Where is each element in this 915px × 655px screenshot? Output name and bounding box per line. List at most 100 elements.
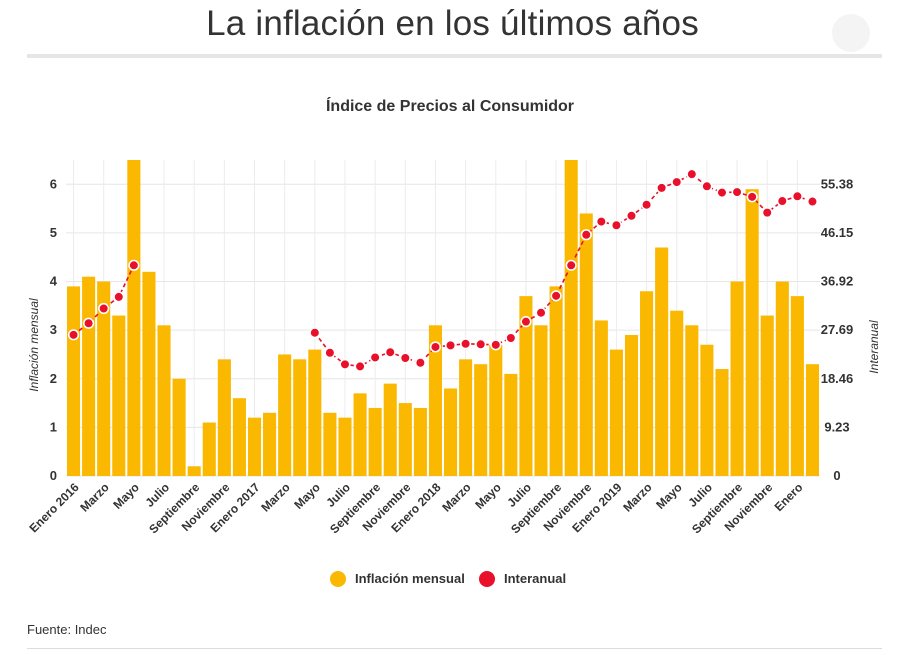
bar — [82, 276, 96, 476]
legend-item-mensual[interactable]: Inflación mensual — [330, 571, 465, 587]
inflation-chart: Índice de Precios al Consumidor 0123456 … — [26, 96, 881, 587]
interanual-point — [490, 339, 502, 351]
interanual-line-segment — [73, 264, 135, 336]
bar — [413, 407, 427, 476]
interanual-point — [83, 317, 95, 329]
chart-title: Índice de Precios al Consumidor — [326, 96, 574, 115]
bar — [730, 281, 744, 476]
right-tick-label: 55.38 — [821, 176, 854, 191]
left-axis-ticks: 0 1 2 3 4 5 6 — [50, 176, 58, 483]
left-tick-label: 5 — [50, 225, 57, 240]
left-tick-label: 2 — [50, 371, 57, 386]
bar — [745, 189, 759, 476]
interanual-point — [384, 346, 396, 358]
x-tick-label: Mayo — [110, 480, 142, 512]
legend-marker-mensual — [330, 571, 346, 587]
x-tick-label: Marzo — [77, 480, 111, 514]
bar — [670, 310, 684, 476]
bar — [263, 412, 277, 476]
bar — [760, 315, 774, 476]
bar — [127, 160, 141, 476]
interanual-point — [806, 195, 819, 208]
right-tick-label: 36.92 — [821, 274, 854, 289]
interanual-point — [520, 316, 532, 328]
interanual-point — [369, 351, 381, 364]
footer-divider — [27, 648, 882, 649]
bar — [489, 344, 503, 476]
interanual-point — [671, 176, 683, 188]
bar-series — [67, 160, 819, 476]
bar — [217, 359, 231, 476]
bar — [323, 412, 337, 476]
interanual-point — [686, 168, 698, 180]
interanual-point — [67, 329, 80, 341]
bar — [383, 383, 397, 476]
interanual-point — [731, 186, 743, 198]
interanual-point — [429, 341, 442, 353]
bar — [338, 417, 352, 476]
bar — [398, 403, 412, 476]
bar — [112, 315, 126, 476]
bar — [232, 398, 246, 476]
x-tick-label: Marzo — [258, 480, 292, 514]
legend-marker-interanual — [479, 571, 495, 587]
right-tick-label: 27.69 — [821, 322, 854, 337]
corner-button[interactable] — [832, 14, 870, 52]
source-note: Fuente: Indec — [27, 622, 107, 637]
bar — [308, 349, 322, 476]
interanual-point — [444, 339, 457, 351]
interanual-point — [791, 190, 803, 202]
interanual-point — [701, 180, 713, 192]
interanual-point — [113, 291, 125, 303]
bar — [293, 359, 307, 476]
interanual-point — [354, 360, 366, 373]
left-axis-label: Inflación mensual — [27, 298, 41, 392]
bar — [624, 335, 639, 476]
interanual-line-segment — [314, 173, 813, 368]
left-tick-label: 3 — [50, 322, 57, 337]
bar — [685, 325, 699, 476]
interanual-point — [339, 358, 351, 370]
bar — [474, 364, 488, 476]
bar — [715, 369, 729, 476]
x-tick-label: Mayo — [291, 480, 323, 512]
x-tick-label: Enero 2016 — [26, 480, 81, 535]
legend-label-mensual: Inflación mensual — [355, 571, 465, 586]
bar — [519, 296, 533, 476]
title-divider — [27, 54, 882, 58]
x-tick-label: Mayo — [653, 480, 685, 512]
interanual-point — [535, 307, 547, 319]
bar — [187, 466, 201, 476]
x-tick-label: Mayo — [472, 480, 504, 512]
bar — [172, 378, 186, 476]
bar — [609, 349, 623, 476]
interanual-point — [550, 290, 562, 302]
legend-item-interanual[interactable]: Interanual — [479, 571, 566, 587]
right-tick-label: 0 — [833, 468, 840, 483]
interanual-point — [776, 195, 788, 207]
bar — [353, 393, 367, 476]
bar — [504, 373, 518, 476]
left-tick-label: 4 — [50, 274, 58, 289]
interanual-point — [399, 352, 411, 364]
bar — [564, 160, 578, 476]
bar — [579, 213, 593, 476]
interanual-point — [460, 338, 472, 350]
bar — [368, 407, 382, 476]
interanual-point — [505, 332, 517, 344]
legend-label-interanual: Interanual — [504, 571, 566, 586]
bar — [459, 359, 473, 476]
bar — [157, 325, 171, 476]
x-tick-label: Enero — [772, 480, 806, 514]
interanual-point — [761, 207, 773, 219]
bar — [594, 320, 608, 476]
interanual-point — [475, 338, 487, 350]
interanual-point — [595, 215, 607, 228]
legend: Inflación mensual Interanual — [330, 571, 566, 587]
right-tick-label: 46.15 — [821, 225, 854, 240]
interanual-point — [716, 187, 728, 199]
interanual-point — [640, 199, 653, 211]
right-axis-ticks: 0 9.23 18.46 27.69 36.92 46.15 55.38 — [821, 176, 854, 483]
bar — [775, 281, 789, 476]
